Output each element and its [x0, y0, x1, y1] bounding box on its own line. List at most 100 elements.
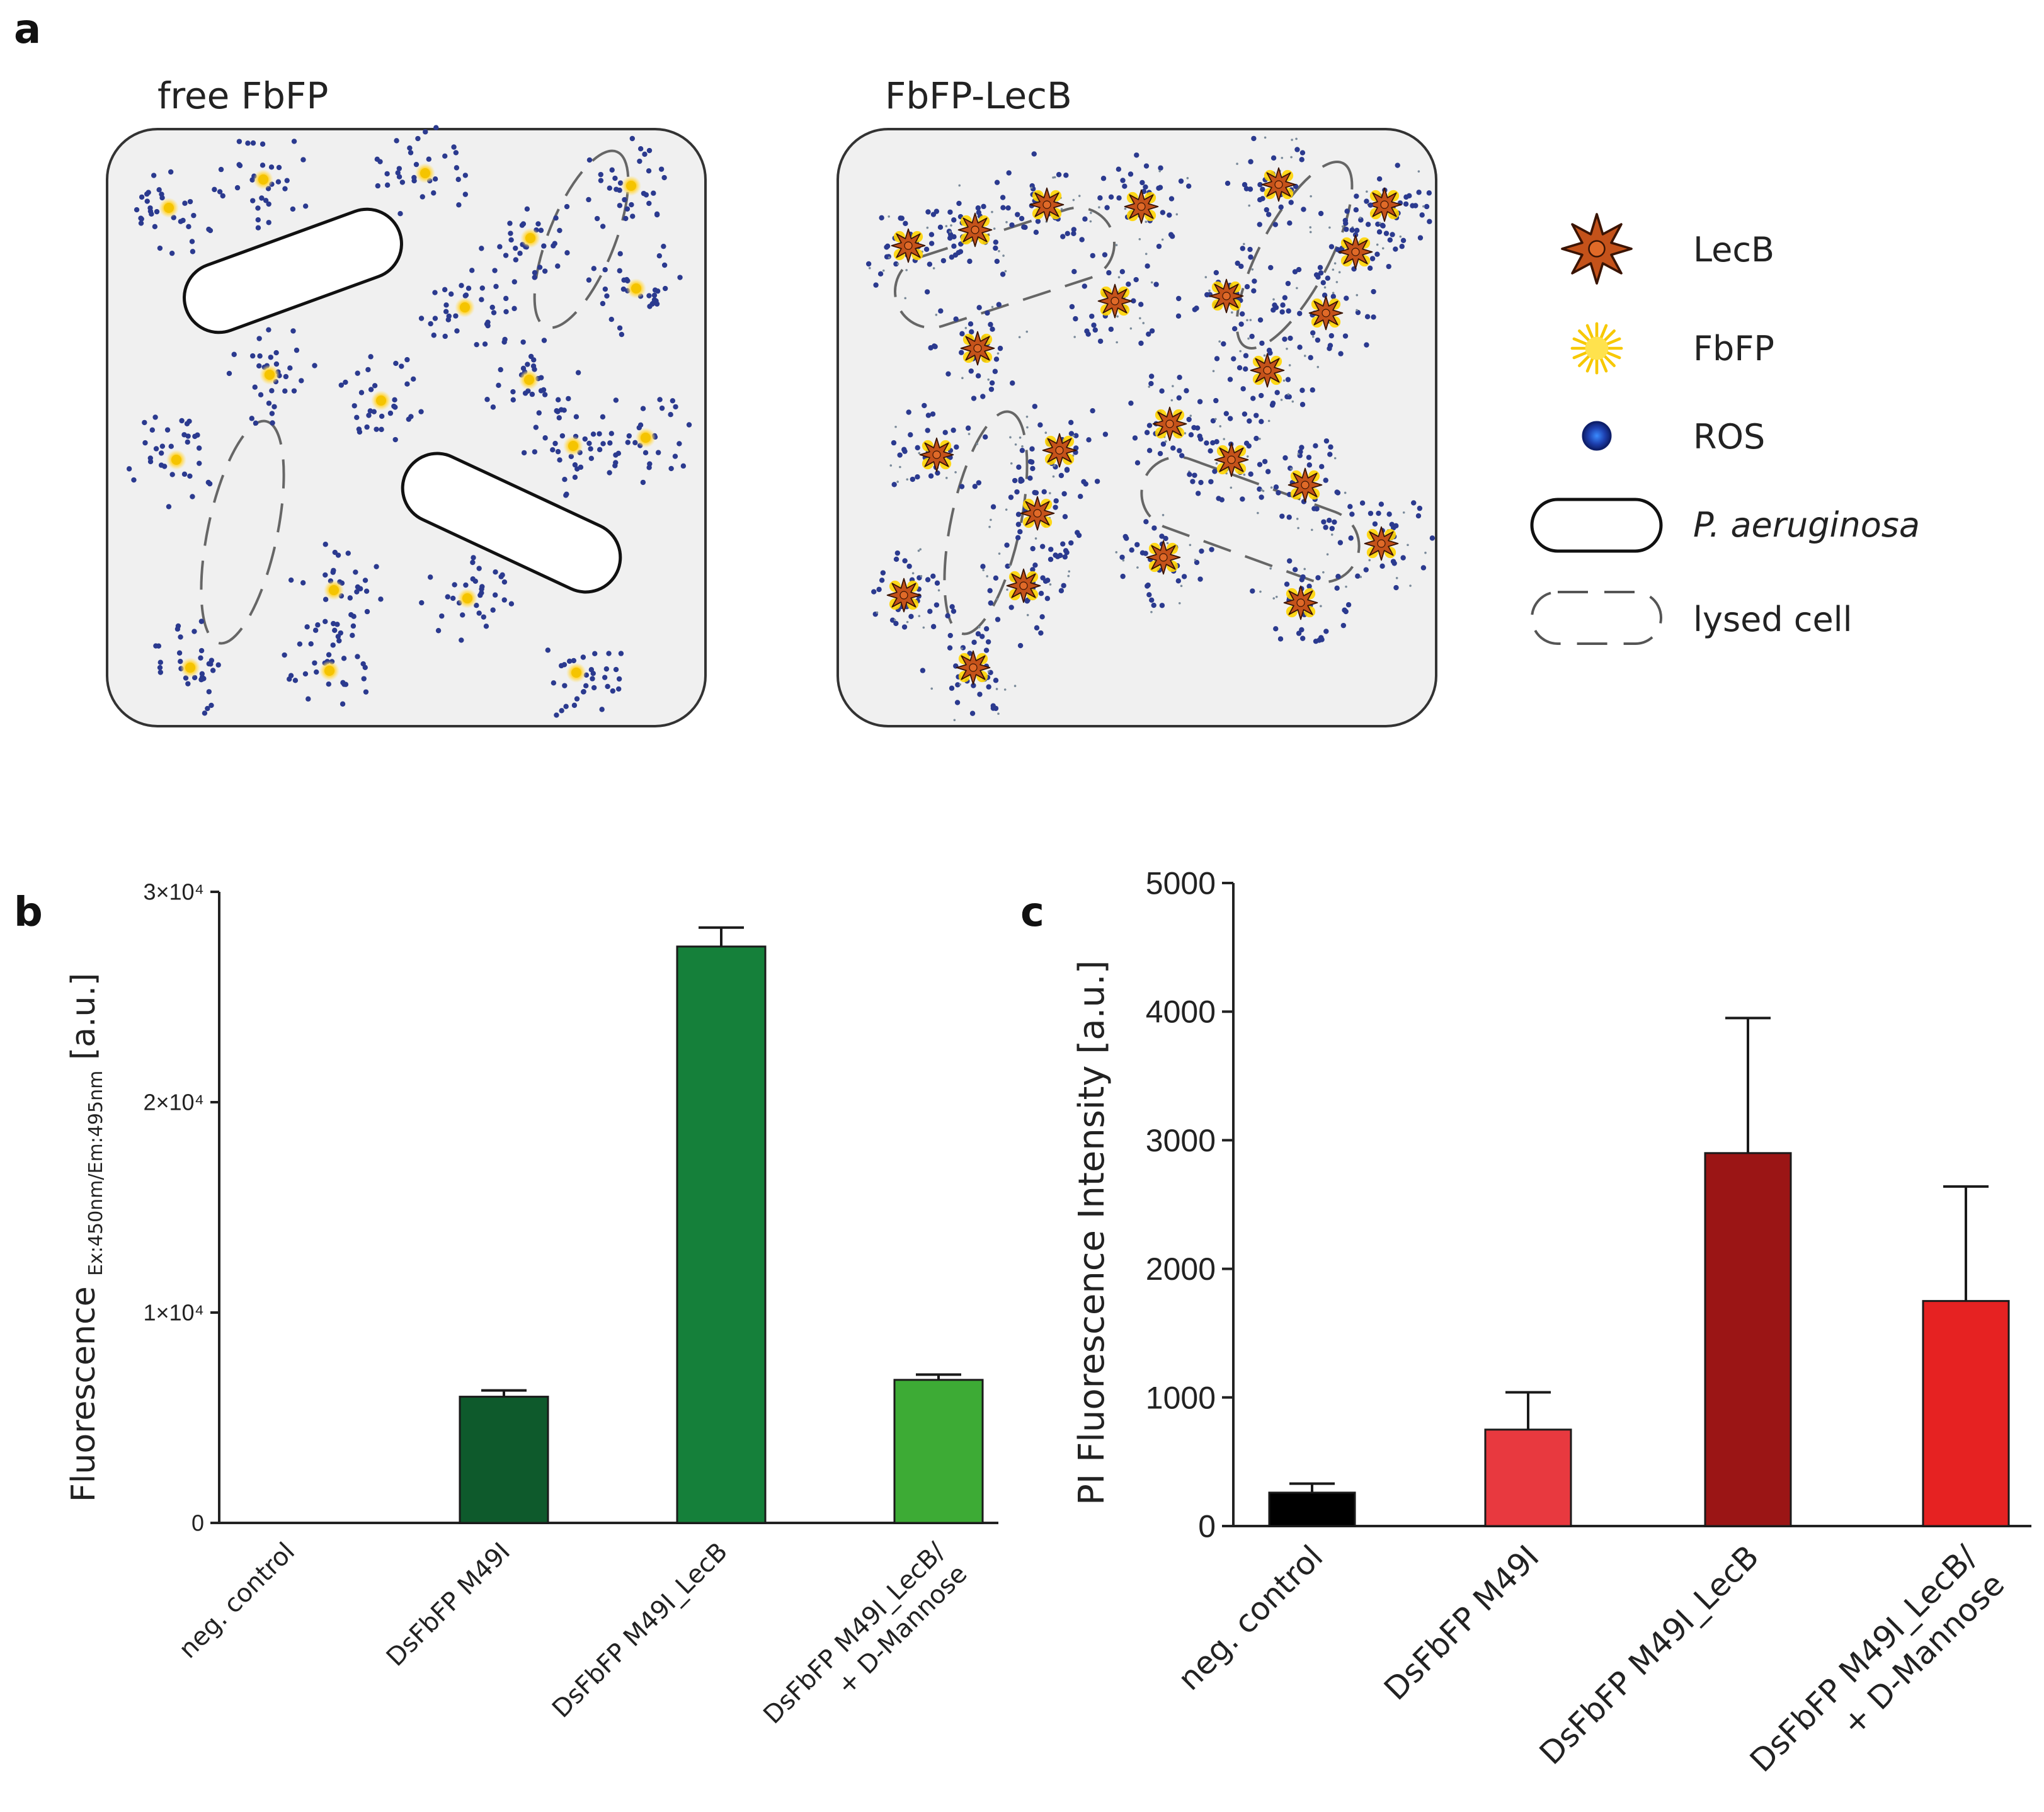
- ros-dot: [302, 671, 309, 677]
- ros-dot: [419, 600, 425, 606]
- ros-dot: [1008, 605, 1014, 610]
- ros-dot: [1017, 529, 1023, 535]
- ros-dot: [607, 440, 613, 446]
- ros-dot: [423, 129, 428, 135]
- ros-dot: [1329, 525, 1335, 532]
- ros-dot: [1376, 510, 1381, 516]
- ros-dot: [156, 187, 162, 193]
- ros-dot: [1040, 575, 1046, 581]
- ros-dot: [1146, 448, 1153, 453]
- lecb-fbfp-complex: [1042, 433, 1077, 468]
- ros-dot: [1313, 639, 1319, 644]
- ros-dot: [1227, 377, 1233, 382]
- ros-dot: [988, 322, 993, 328]
- ros-dot: [146, 190, 151, 195]
- ros-dot: [619, 331, 625, 338]
- ros-dot: [1247, 246, 1253, 253]
- ros-dot: [1344, 295, 1349, 301]
- ros-dot: [621, 277, 627, 283]
- ros-dot: [199, 671, 205, 676]
- ros-dot: [1119, 269, 1126, 275]
- ros-dot: [993, 239, 999, 245]
- ros-dot: [1081, 479, 1087, 485]
- ros-dot: [1159, 388, 1165, 394]
- ros-dot: [432, 316, 438, 321]
- ros-dot: [1144, 430, 1150, 435]
- ros-dot: [1285, 280, 1291, 287]
- ros-dot: [980, 394, 986, 399]
- ros-dot: [1122, 183, 1128, 189]
- ros-dot: [1367, 202, 1373, 208]
- ros-dot: [1000, 205, 1006, 210]
- ros-dot: [157, 659, 163, 665]
- ros-dot: [1238, 263, 1244, 270]
- ros-dot: [1327, 343, 1333, 348]
- ros-dot: [166, 504, 172, 510]
- ros-dot: [1061, 583, 1066, 588]
- ros-dot: [442, 287, 448, 293]
- ros-dot: [1344, 208, 1350, 214]
- ros-dot: [1195, 491, 1201, 496]
- ros-dot: [1179, 453, 1185, 459]
- ros-dot: [1323, 525, 1328, 530]
- ros-dot: [1145, 263, 1150, 269]
- ros-dot: [1158, 165, 1163, 171]
- ros-dot: [365, 367, 371, 373]
- ros-dot: [993, 705, 999, 711]
- ros-dot: [1252, 278, 1257, 284]
- ros-dot: [927, 261, 933, 267]
- ros-dot: [563, 493, 569, 498]
- ros-dot: [551, 680, 557, 686]
- ros-dot: [151, 173, 157, 178]
- ros-dot: [586, 277, 592, 283]
- ros-dot: [600, 224, 606, 229]
- ros-dot: [1411, 500, 1417, 506]
- ros-dot: [555, 263, 561, 269]
- ros-dot: [431, 333, 437, 338]
- panel-letter-a: a: [14, 6, 41, 53]
- ros-dot: [1143, 519, 1149, 525]
- ros-dot: [379, 426, 384, 433]
- ros-dot: [236, 139, 243, 144]
- ros-dot: [1187, 472, 1192, 477]
- ros-dot: [476, 566, 482, 571]
- ros-dot: [189, 239, 195, 244]
- ros-dot: [1192, 472, 1197, 478]
- ros-dot: [928, 345, 934, 351]
- fbfp-marker: [566, 663, 586, 683]
- ros-dot: [1194, 559, 1200, 566]
- ros-dot: [947, 232, 954, 237]
- ros-dot: [655, 450, 661, 455]
- ros-dot: [967, 651, 973, 656]
- ros-dot: [169, 472, 175, 477]
- ros-dot: [408, 414, 414, 419]
- y-tick-label: 2×10⁴: [143, 1090, 204, 1115]
- ros-dot: [902, 558, 908, 564]
- ros-dot: [366, 413, 372, 418]
- ros-dot: [1160, 210, 1166, 215]
- ros-dot: [411, 174, 417, 181]
- ros-dot: [428, 321, 433, 327]
- ros-dot: [908, 613, 914, 620]
- ros-dot: [470, 559, 476, 566]
- ros-dot: [198, 676, 204, 683]
- ros-dot: [1315, 274, 1321, 280]
- ros-dot: [646, 465, 652, 470]
- category-label: DsFbFP M49I: [1377, 1538, 1546, 1707]
- ros-dot: [445, 594, 450, 600]
- ros-dot: [1389, 521, 1395, 527]
- ros-dot: [953, 316, 959, 322]
- ros-dot: [142, 419, 147, 426]
- ros-dot: [965, 425, 971, 431]
- ros-dot: [1272, 222, 1279, 227]
- ros-dot: [513, 245, 518, 251]
- ros-dot: [411, 376, 416, 382]
- ros-dot: [1138, 340, 1144, 346]
- fbfp-marker: [520, 228, 540, 248]
- ros-dot: [1325, 275, 1331, 281]
- ros-dot: [1429, 535, 1436, 541]
- ros-dot: [1008, 494, 1014, 500]
- ros-dot: [1248, 471, 1253, 477]
- ros-dot: [1208, 479, 1214, 484]
- ros-dot: [967, 258, 973, 265]
